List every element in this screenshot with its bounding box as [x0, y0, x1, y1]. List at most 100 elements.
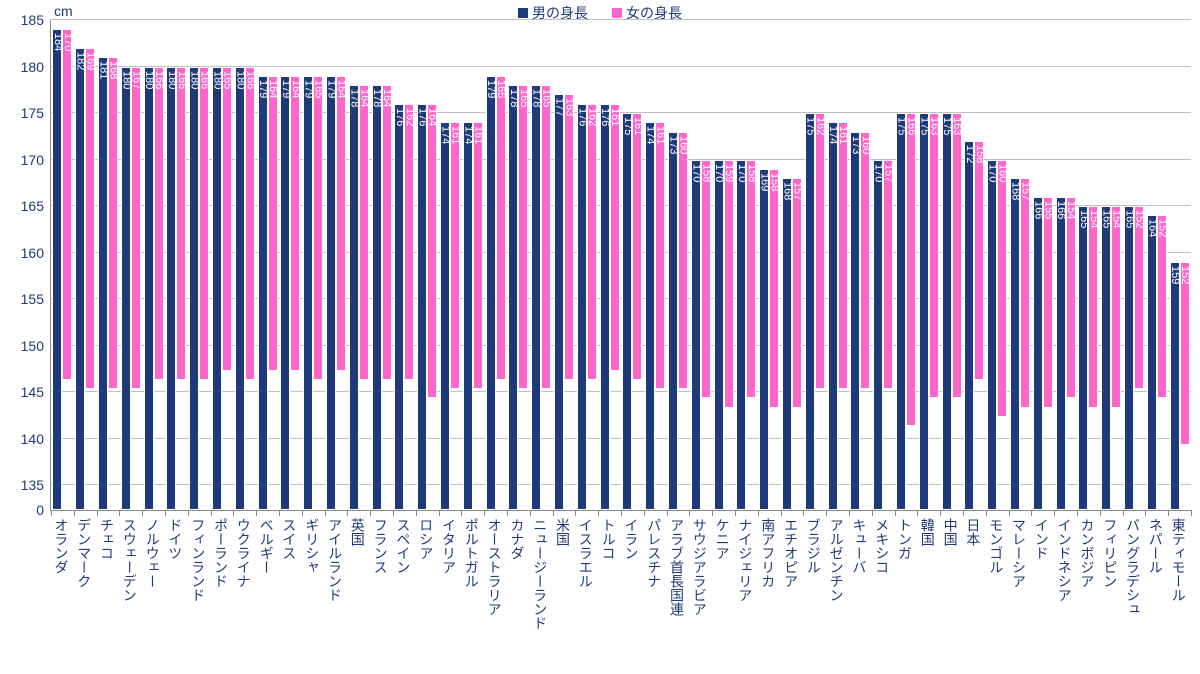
- x-tick: [621, 510, 622, 516]
- bar-female: 157: [1020, 178, 1030, 408]
- bar-male: 184: [52, 29, 62, 510]
- x-label: スウェーデン: [123, 518, 137, 602]
- bar-female: 161: [473, 122, 483, 389]
- bar-group: 164152: [1146, 215, 1168, 510]
- x-tick: [302, 510, 303, 516]
- bar-male: 175: [896, 113, 906, 510]
- y-tick-label: 135: [0, 478, 44, 492]
- x-tick: [119, 510, 120, 516]
- x-tick: [233, 510, 234, 516]
- x-tick: [917, 510, 918, 516]
- bar-group: 170158: [690, 160, 712, 511]
- bar-female: 168: [108, 57, 118, 389]
- bar-value-label: 166: [906, 117, 917, 135]
- x-label: 米国: [556, 518, 570, 546]
- bar-value-label: 159: [723, 164, 734, 182]
- x-label: カナダ: [510, 518, 524, 560]
- bar-male: 176: [600, 104, 610, 510]
- bar-value-label: 154: [1065, 201, 1076, 219]
- bar-male: 170: [691, 160, 701, 511]
- x-label: アイルランド: [328, 518, 342, 602]
- bar-female: 157: [792, 178, 802, 408]
- bar-group: 166155: [1032, 197, 1054, 510]
- bar-group: 180166: [188, 67, 210, 511]
- bar-group: 174161: [462, 122, 484, 510]
- y-tick-label: 175: [0, 106, 44, 120]
- x-tick: [1191, 510, 1192, 516]
- bar-group: 180166: [165, 67, 187, 511]
- bar-group: 179165: [302, 76, 324, 510]
- bar-female: 161: [610, 104, 620, 371]
- x-tick: [165, 510, 166, 516]
- bar-group: 178164: [348, 85, 370, 510]
- x-label: ポーランド: [214, 518, 228, 588]
- bar-female: 164: [290, 76, 300, 371]
- bar-female: 164: [382, 85, 392, 380]
- bar-value-label: 158: [769, 173, 780, 191]
- bar-group: 174161: [439, 122, 461, 510]
- x-tick: [370, 510, 371, 516]
- bar-group: 181168: [97, 57, 119, 510]
- x-tick: [530, 510, 531, 516]
- x-label: 南アフリカ: [761, 518, 775, 588]
- bar-group: 176162: [393, 104, 415, 510]
- bar-value-label: 160: [678, 136, 689, 154]
- bar-value-label: 152: [1134, 210, 1145, 228]
- bar-value-label: 164: [358, 89, 369, 107]
- bar-male: 170: [987, 160, 997, 511]
- bar-group: 180165: [211, 67, 233, 511]
- bar-male: 180: [121, 67, 131, 511]
- bar-group: 176164: [416, 104, 438, 510]
- x-tick: [803, 510, 804, 516]
- x-tick: [758, 510, 759, 516]
- x-tick: [1145, 510, 1146, 516]
- bar-value-label: 160: [860, 136, 871, 154]
- bar-group: 182169: [74, 48, 96, 510]
- bar-female: 164: [336, 76, 346, 371]
- legend-item-female: 女の身長: [612, 6, 682, 20]
- x-label: ポルトガル: [465, 518, 479, 588]
- x-tick: [963, 510, 964, 516]
- bar-value-label: 160: [997, 164, 1008, 182]
- bar-value-label: 165: [222, 71, 233, 89]
- x-label: イタリア: [442, 518, 456, 574]
- bar-value-label: 154: [1111, 210, 1122, 228]
- bar-female: 158: [701, 160, 711, 399]
- bar-female: 152: [1134, 206, 1144, 389]
- x-tick: [1123, 510, 1124, 516]
- bar-male: 173: [668, 132, 678, 510]
- x-tick: [439, 510, 440, 516]
- x-label: ウクライナ: [237, 518, 251, 588]
- bar-value-label: 166: [244, 71, 255, 89]
- x-label: カンボジア: [1080, 518, 1094, 588]
- x-label: キューバ: [852, 518, 866, 574]
- x-label: オランダ: [54, 518, 68, 574]
- bar-group: 177163: [553, 94, 575, 510]
- y-tick-label: 170: [0, 153, 44, 167]
- bar-female: 162: [815, 113, 825, 389]
- bar-female: 162: [404, 104, 414, 380]
- bar-group: 170158: [735, 160, 757, 511]
- bar-female: 170: [62, 29, 72, 380]
- bar-group: 173160: [849, 132, 871, 510]
- bar-male: 179: [258, 76, 268, 510]
- x-tick: [1009, 510, 1010, 516]
- y-tick-label: 150: [0, 339, 44, 353]
- bar-male: 175: [942, 113, 952, 510]
- bar-male: 165: [1124, 206, 1134, 510]
- bar-group: 169158: [758, 169, 780, 510]
- bar-group: 175163: [941, 113, 963, 510]
- x-label: メキシコ: [875, 518, 889, 574]
- bar-female: 166: [176, 67, 186, 380]
- y-tick-label: 140: [0, 432, 44, 446]
- x-label: 韓国: [921, 518, 935, 546]
- x-label: スイス: [282, 518, 296, 560]
- bar-value-label: 152: [1179, 266, 1190, 284]
- bar-male: 176: [417, 104, 427, 510]
- x-tick: [986, 510, 987, 516]
- bar-male: 174: [440, 122, 450, 510]
- legend-label: 男の身長: [532, 6, 588, 20]
- gridline: [51, 19, 1191, 20]
- legend-label: 女の身長: [626, 6, 682, 20]
- bar-value-label: 162: [814, 117, 825, 135]
